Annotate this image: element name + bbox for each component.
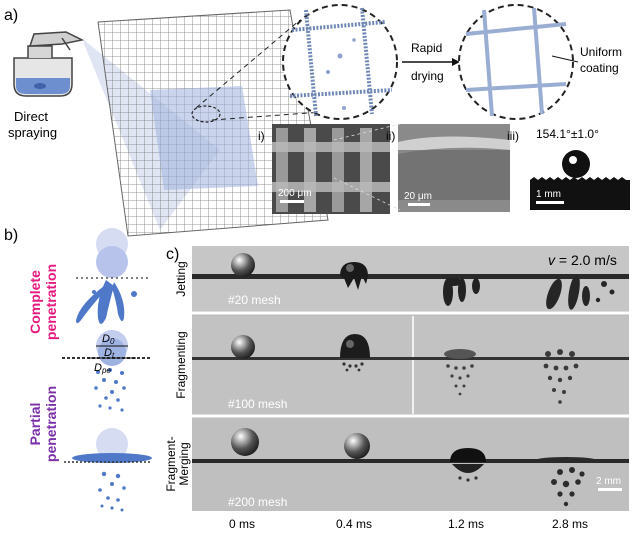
velocity-label: v = 2.0 m/s <box>548 252 617 268</box>
scale-bar-label: 2 mm <box>596 476 621 487</box>
spray-bottle-icon <box>14 32 82 96</box>
panel-a-label: a) <box>4 7 18 24</box>
sem-i-label: i) <box>258 129 265 143</box>
sem-ii-scale: 20 μm <box>404 191 432 202</box>
regime-label-merging-line1: Fragment- <box>164 436 178 491</box>
zoom-circle-wet <box>283 5 397 119</box>
spray-caption-line2: spraying <box>8 125 57 140</box>
panel-c-label: c) <box>166 246 179 263</box>
mesh-label-20: #20 mesh <box>228 293 281 307</box>
regime-label-jetting: Jetting <box>174 261 188 296</box>
sem-image-i <box>272 124 390 214</box>
sem-iii-scale: 1 mm <box>536 189 561 200</box>
panel-a: a) Direct spraying <box>4 5 630 236</box>
time-label-2: 1.2 ms <box>448 517 484 531</box>
arrow-label-line1: Rapid <box>411 41 442 55</box>
regime-label-merging-line2: Merging <box>177 442 191 485</box>
mesh-line-row1 <box>192 274 629 279</box>
sem-ii-label: ii) <box>386 129 395 143</box>
contact-angle-image <box>530 148 630 210</box>
mesh-label-200: #200 mesh <box>228 495 287 509</box>
sem-iii-label: iii) <box>507 129 519 143</box>
time-label-3: 2.8 ms <box>552 517 588 531</box>
contact-angle-label: 154.1°±1.0° <box>536 127 599 141</box>
zoom-circle-coated <box>459 5 573 119</box>
spray-caption-line1: Direct <box>14 109 48 124</box>
coating-label-line2: coating <box>580 61 619 75</box>
sem-i-scale: 200 μm <box>278 188 312 199</box>
panel-b-label: b) <box>4 227 18 244</box>
mesh-line-row2 <box>192 357 629 360</box>
partial-penetration-schematic <box>64 428 152 512</box>
complete-penetration-schematic <box>76 228 150 324</box>
complete-penetration-line1: Complete <box>27 270 43 334</box>
panel-c: c) <box>164 246 629 531</box>
partial-penetration-line1: Partial <box>27 403 43 446</box>
scale-bar <box>598 488 622 491</box>
regime-label-fragmenting: Fragmenting <box>174 331 188 398</box>
panel-b: b) Complete penetration <box>4 227 152 512</box>
time-label-1: 0.4 ms <box>336 517 372 531</box>
coating-label-line1: Uniform <box>580 45 622 59</box>
time-label-0: 0 ms <box>229 517 255 531</box>
arrow-label-line2: drying <box>411 69 444 83</box>
complete-penetration-line2: penetration <box>43 264 59 340</box>
mesh-label-100: #100 mesh <box>228 397 287 411</box>
partial-penetration-line2: penetration <box>43 386 59 462</box>
